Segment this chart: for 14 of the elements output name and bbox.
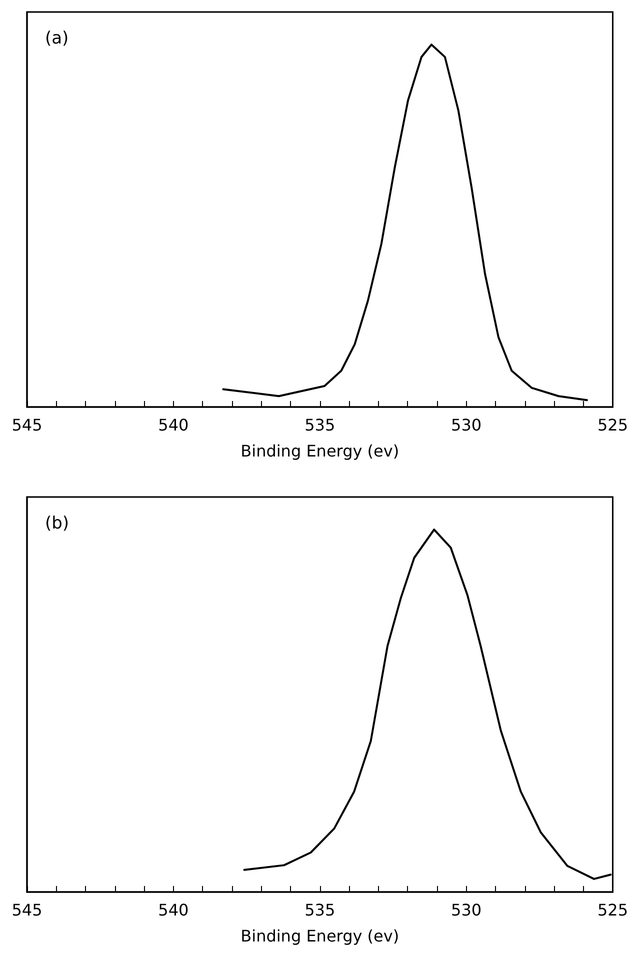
x-tick-label: 545 — [12, 900, 42, 920]
x-axis-title: Binding Energy (ev) — [240, 926, 400, 946]
annotation: (a) — [45, 28, 69, 48]
x-tick-label: 530 — [451, 900, 482, 920]
x-tick-label: 535 — [304, 416, 336, 434]
annotation: (b) — [45, 514, 70, 534]
x-tick-label: 545 — [12, 416, 42, 434]
x-tick-label: 540 — [158, 416, 189, 434]
x-tick-label: 530 — [451, 416, 482, 434]
x-tick-label: 525 — [597, 900, 628, 920]
x-tick-label: 540 — [158, 900, 189, 920]
x-axis-title: Binding Energy (ev) — [240, 442, 400, 460]
x-tick-label: 535 — [304, 900, 336, 920]
x-tick-label: 525 — [597, 416, 628, 434]
